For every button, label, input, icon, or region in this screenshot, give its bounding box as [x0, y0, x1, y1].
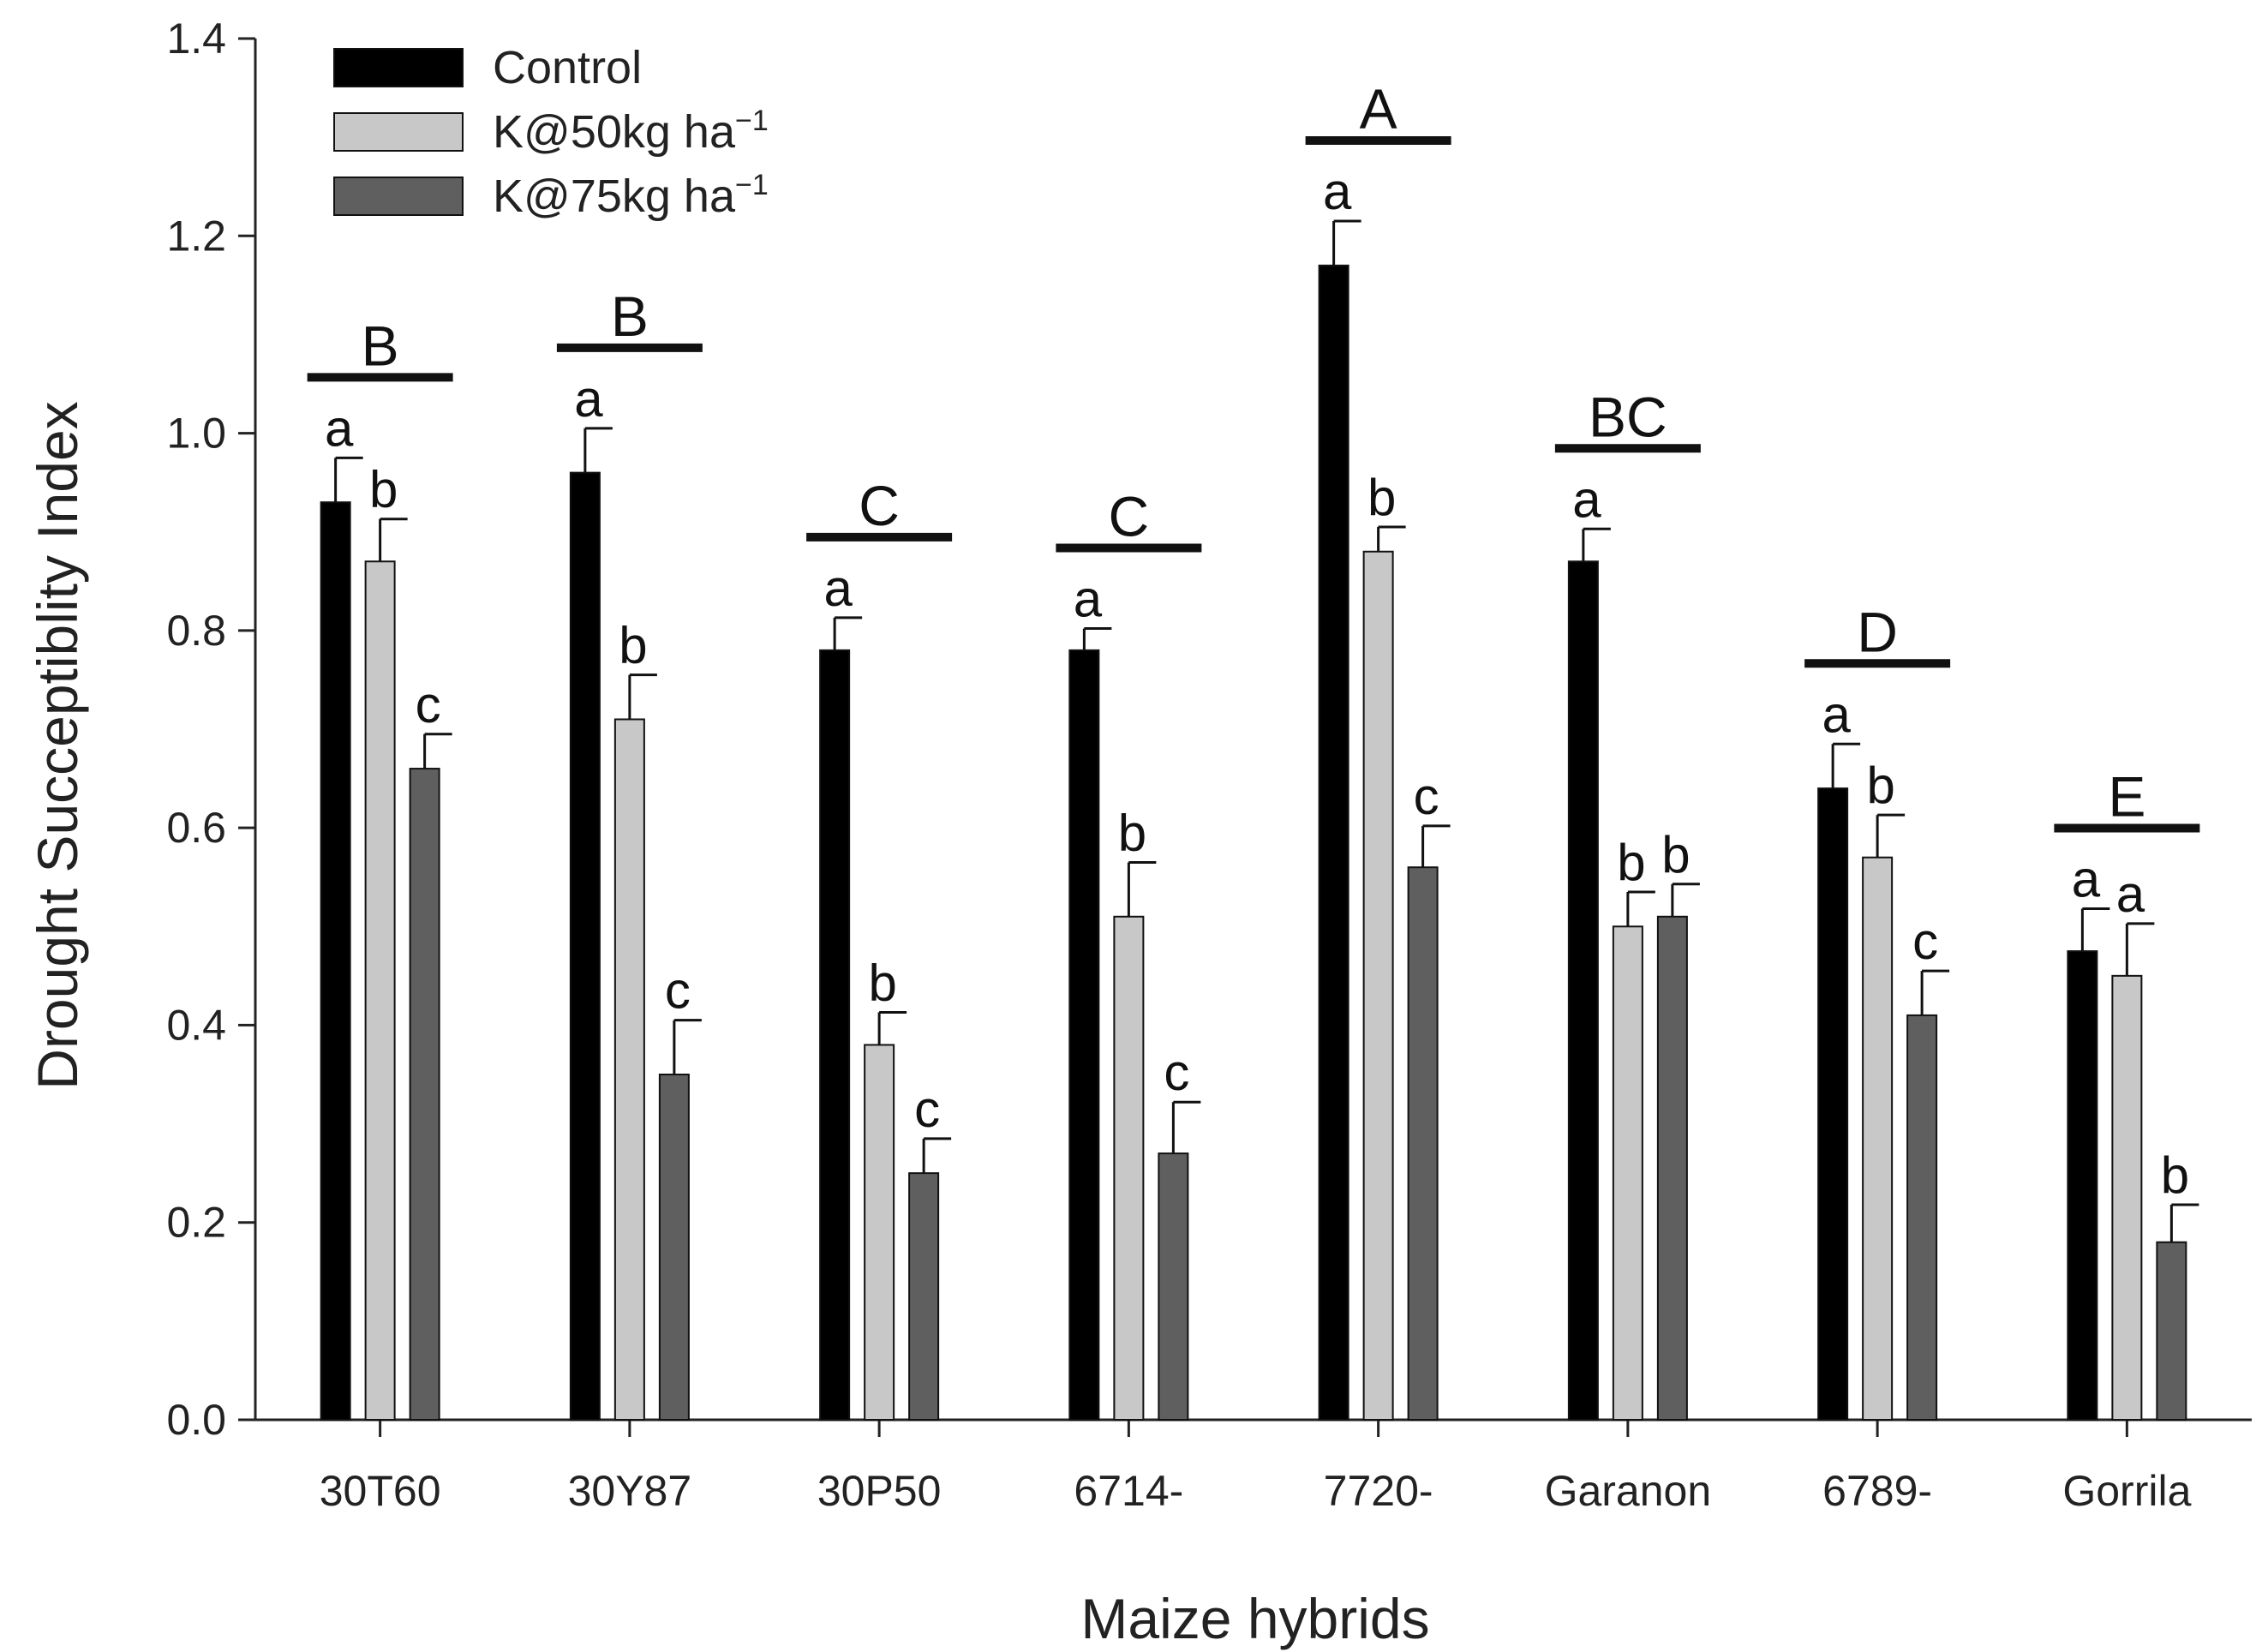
y-tick-label: 1.2: [166, 212, 226, 260]
bar: [409, 768, 440, 1421]
y-tick-label: 0.2: [166, 1199, 226, 1247]
y-tick-label: 1.4: [166, 15, 226, 63]
y-tick-label: 0.8: [166, 607, 226, 655]
significance-letter: c: [1164, 1044, 1189, 1101]
legend-swatch: [333, 177, 464, 216]
significance-letter: a: [2072, 851, 2101, 908]
bar: [658, 1074, 690, 1421]
legend-label: Control: [493, 42, 642, 93]
bar: [1612, 925, 1643, 1422]
legend-swatch: [333, 48, 464, 87]
x-tick-label: 6714-: [1074, 1467, 1183, 1515]
group-letter: E: [2108, 765, 2145, 829]
bar: [1906, 1014, 1938, 1422]
significance-letter: c: [416, 676, 441, 733]
x-tick-label: Gorrila: [2062, 1467, 2191, 1515]
significance-letter: c: [665, 962, 691, 1020]
y-axis-title: Drought Succeptiblity Index: [26, 401, 89, 1089]
significance-letter: a: [1074, 571, 1103, 628]
significance-letter: b: [868, 954, 896, 1011]
group-letter: A: [1360, 77, 1397, 141]
bar: [320, 501, 351, 1422]
significance-letter: a: [1822, 685, 1851, 743]
significance-letter: a: [823, 560, 853, 617]
bar: [1113, 915, 1145, 1422]
significance-letter: c: [1414, 768, 1439, 825]
significance-letter: a: [574, 370, 603, 428]
group-letter: B: [362, 314, 399, 377]
x-tick-label: Garanon: [1545, 1467, 1712, 1515]
x-tick-label: 30T60: [320, 1467, 441, 1515]
group-letter: C: [859, 474, 900, 537]
bar: [364, 560, 396, 1421]
significance-letter: c: [914, 1080, 940, 1138]
x-tick-label: 30Y87: [568, 1467, 692, 1515]
bar: [1407, 866, 1439, 1421]
significance-letter: a: [1323, 163, 1352, 220]
bar: [2156, 1241, 2187, 1421]
significance-letter: a: [2116, 865, 2145, 923]
y-tick-label: 0.0: [166, 1396, 226, 1444]
bar: [1158, 1152, 1189, 1421]
bar: [1567, 560, 1599, 1421]
group-letter: C: [1109, 485, 1150, 548]
group-letter: BC: [1589, 385, 1667, 448]
y-tick-label: 1.0: [166, 410, 226, 458]
bars: [320, 219, 2199, 1422]
legend-label: K@75kg ha−1: [493, 169, 769, 222]
group-letter: B: [611, 284, 649, 348]
bar: [1362, 550, 1394, 1421]
bar: [1862, 856, 1894, 1421]
x-tick-label: 7720-: [1324, 1467, 1433, 1515]
significance-letter: b: [1661, 826, 1690, 883]
bar: [569, 471, 601, 1422]
axes: 0.0 0.2 0.4 0.6 0.8 1.0 1.2 1.4 30T60 30Y87 30P50 6…: [166, 15, 2252, 1515]
significance-letter: b: [2161, 1146, 2189, 1204]
bar: [864, 1044, 895, 1421]
significance-letter: a: [325, 399, 354, 457]
group-letter: D: [1857, 600, 1898, 663]
legend: Control K@50kg ha−1 K@75kg ha−1: [333, 42, 769, 222]
significance-letter: c: [1912, 913, 1938, 970]
bar: [908, 1172, 940, 1421]
significance-letter: a: [1572, 470, 1601, 528]
y-tick-label: 0.4: [166, 1001, 226, 1049]
y-tick-label: 0.6: [166, 804, 226, 852]
legend-label: K@50kg ha−1: [493, 105, 769, 158]
significance-letter: b: [1617, 834, 1645, 891]
significance-letter: b: [1118, 804, 1146, 861]
bar: [1817, 787, 1849, 1421]
bar: [2067, 950, 2098, 1421]
x-axis-title: Maize hybrids: [1080, 1587, 1429, 1650]
significance-letter: b: [369, 461, 398, 518]
bar: [1318, 264, 1349, 1421]
significance-letter: b: [619, 617, 647, 674]
bar: [2111, 974, 2143, 1422]
significance-letter: b: [1367, 469, 1396, 526]
bar: [819, 649, 851, 1421]
significance-letter: b: [1866, 757, 1894, 814]
legend-swatch: [333, 112, 464, 152]
bar: [613, 718, 645, 1421]
x-tick-label: 6789-: [1822, 1467, 1932, 1515]
bar: [1068, 649, 1100, 1421]
bar: [1656, 915, 1688, 1422]
x-tick-label: 30P50: [817, 1467, 942, 1515]
